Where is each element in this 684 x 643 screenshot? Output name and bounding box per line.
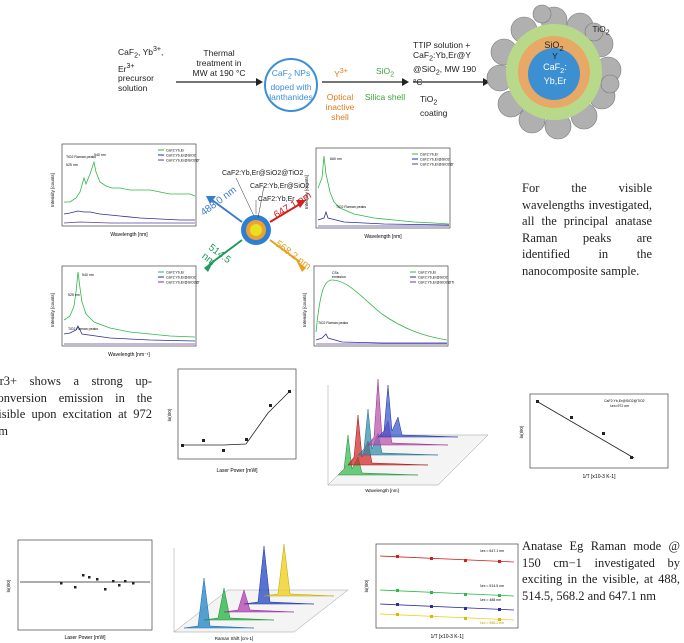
svg-text:525 nm: 525 nm (66, 163, 78, 167)
svg-text:ln(I/I0): ln(I/I0) (167, 408, 172, 421)
power-plot-2: Laser Power [mW] ln(I/I0) (6, 539, 153, 641)
svg-text:CaF2:Yb,Er@SiO2@TiO2: CaF2:Yb,Er@SiO2@TiO2 (418, 281, 454, 285)
svg-text:emission: emission (332, 275, 346, 279)
arrow-step3 (413, 78, 490, 86)
svg-text:Laser Power [mW]: Laser Power [mW] (216, 468, 258, 474)
y-ring-label: Y (552, 51, 558, 61)
arrow-step2 (322, 78, 409, 86)
svg-text:525 nm: 525 nm (68, 293, 80, 297)
svg-text:TiO2 Raman peaks: TiO2 Raman peaks (68, 327, 98, 331)
y-shell-desc: Optical inactive shell (325, 92, 355, 122)
tio2-coating-text: TiO2 coating (420, 94, 448, 118)
svg-text:CaF2:Yb,Er: CaF2:Yb,Er (420, 153, 439, 157)
svg-text:ln(I/I0): ln(I/I0) (364, 579, 369, 592)
svg-text:Wavelength [nm]: Wavelength [nm] (365, 488, 399, 493)
svg-text:Wavelength [nm]: Wavelength [nm] (110, 232, 148, 238)
svg-text:CaF2:Yb,Er: CaF2:Yb,Er (166, 149, 185, 153)
svg-text:CaF2:Yb,Er@SiO2: CaF2:Yb,Er@SiO2 (420, 158, 450, 162)
svg-text:CaF2:Yb,Er: CaF2:Yb,Er (166, 271, 185, 275)
svg-text:CaF2:Yb,Er@SiO2: CaF2:Yb,Er@SiO2 (418, 276, 448, 280)
sio2-label: SiO2 (375, 66, 395, 79)
svg-text:CaF2:Yb,Er: CaF2:Yb,Er (418, 271, 437, 275)
waterfall-spectra-plot: Wavelength [nm] (327, 378, 489, 493)
svg-text:Raman Shift [cm-1]: Raman Shift [cm-1] (215, 636, 254, 641)
spectrum-488: Wavelength [nm] Intensity [counts] TiO2 … (50, 143, 200, 238)
spectrum-568: Intensity [counts] CSs emission TiO2 Ram… (302, 265, 454, 347)
svg-text:Wavelength [nm⁻¹]: Wavelength [nm⁻¹] (108, 352, 150, 358)
y-shell-label: Y3+ (334, 67, 348, 79)
svg-text:Intensity [counts]: Intensity [counts] (304, 175, 309, 209)
arrow-step1 (176, 78, 263, 86)
raman-waterfall-plot: Raman Shift [cm-1] (173, 543, 349, 641)
svg-text:λex = 488 nm: λex = 488 nm (480, 598, 501, 602)
svg-text:540 nm: 540 nm (94, 153, 106, 157)
svg-text:CaF2:Yb,Er@SiO2: CaF2:Yb,Er@SiO2 (166, 154, 196, 158)
svg-text:660 nm: 660 nm (330, 157, 342, 161)
svg-text:λex = 514.5 nm: λex = 514.5 nm (480, 584, 504, 588)
center-label-1: CaF2:Yb,Er@SiO2@TiO2 (222, 170, 304, 177)
spectrum-647: Wavelength [nm] Intensity [counts] 660 n… (304, 147, 454, 240)
nps-circle-label: CaF2 NPs doped with lanthanides (269, 68, 313, 102)
spectrum-514: Wavelength [nm⁻¹] Intensity [counts] 540… (50, 265, 200, 358)
svg-text:λex = 568.2 nm: λex = 568.2 nm (480, 621, 504, 625)
bottom-right-paragraph: Anatase Eg Raman mode @ 150 cm−1 investi… (522, 539, 680, 603)
svg-text:λex=972 nm: λex=972 nm (610, 404, 629, 408)
temperature-plot-1: CaF2:Yb,Er@SiO2@TiO2 λex=972 nm 1/T [x10… (519, 393, 669, 480)
svg-text:TiO2 Raman peaks: TiO2 Raman peaks (318, 321, 348, 325)
thermal-treatment-text: Thermal treatment in MW at 190 °C (192, 48, 246, 78)
svg-text:CSs: CSs (332, 271, 339, 275)
svg-text:CaF2:Yb,Er@SiO2@TiO2: CaF2:Yb,Er@SiO2@TiO2 (166, 281, 200, 285)
right-paragraph: For the visible wavelengths investigated… (522, 181, 652, 278)
svg-text:1/T [x10-3 K-1]: 1/T [x10-3 K-1] (431, 634, 465, 640)
svg-text:TiO2 Raman peaks: TiO2 Raman peaks (66, 155, 96, 159)
svg-text:ln(I/I0): ln(I/I0) (519, 425, 524, 438)
sio2-ring-label: SiO2 (544, 40, 564, 53)
svg-text:CaF2:Yb,Er@SiO2@TiO2: CaF2:Yb,Er@SiO2@TiO2 (166, 159, 200, 163)
svg-text:CaF2:Yb,Er@SiO2: CaF2:Yb,Er@SiO2 (166, 276, 196, 280)
svg-text:Intensity [counts]: Intensity [counts] (50, 293, 55, 327)
precursor-text: CaF2, Yb3+, Er3+ precursor solution (118, 45, 164, 94)
nps-circle (264, 58, 318, 112)
center-label-2: CaF2:Yb,Er@SiO2 (250, 183, 310, 190)
center-particle-arrows (204, 177, 306, 272)
svg-text:ln(I/I0): ln(I/I0) (6, 579, 11, 592)
svg-text:CaF2:Yb,Er@SiO2@TiO2: CaF2:Yb,Er@SiO2@TiO2 (420, 163, 454, 167)
svg-text:Intensity [counts]: Intensity [counts] (302, 293, 307, 327)
svg-text:1/T [x10-3 K-1]: 1/T [x10-3 K-1] (583, 474, 617, 480)
sio2-desc: Silica shell (364, 92, 406, 102)
svg-text:Intensity [counts]: Intensity [counts] (50, 173, 55, 207)
power-plot-1: Laser Power [mW] ln(I/I0) (167, 368, 297, 474)
core-label: CaF2: Yb,Er (543, 62, 567, 86)
svg-text:λex = 647.1 nm: λex = 647.1 nm (480, 549, 504, 553)
svg-text:CaF2:Yb,Er@SiO2@TiO2: CaF2:Yb,Er@SiO2@TiO2 (604, 399, 645, 403)
svg-text:Laser Power [mW]: Laser Power [mW] (64, 635, 106, 641)
core-shell-nanoparticle (486, 4, 622, 140)
center-label-3: CaF2:Yb,Er (258, 196, 295, 203)
left-paragraph: Er3+ shows a strong up-conversion emissi… (0, 374, 152, 438)
svg-text:TiO2 Raman peaks: TiO2 Raman peaks (336, 205, 366, 209)
svg-text:Wavelength [nm]: Wavelength [nm] (364, 234, 402, 240)
temperature-plot-2: λex = 647.1 nm λex = 514.5 nm λex = 488 … (364, 543, 519, 640)
svg-text:540 nm: 540 nm (82, 273, 94, 277)
tio2-ring-label: TiO2 (592, 24, 610, 37)
